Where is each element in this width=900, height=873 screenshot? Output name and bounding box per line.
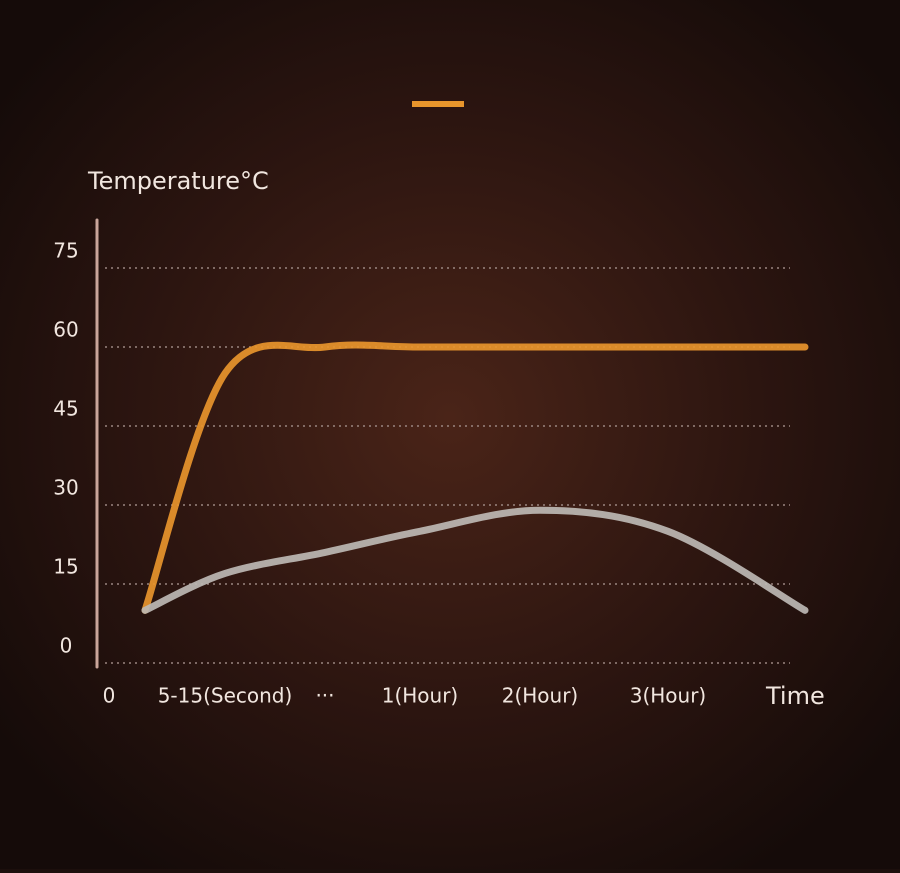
- x-tick-label: 0: [103, 684, 116, 708]
- x-tick-label: 1(Hour): [382, 684, 459, 708]
- x-tick-label: ···: [315, 684, 334, 708]
- y-tick-label: 60: [53, 318, 78, 342]
- y-tick-label: 0: [60, 634, 73, 658]
- y-tick-label: 30: [53, 476, 78, 500]
- series-line: [141, 341, 809, 614]
- y-tick-label: 45: [53, 397, 78, 421]
- x-axis-label: Time: [765, 682, 825, 710]
- x-tick-label: 3(Hour): [630, 684, 707, 708]
- x-tick-label: 2(Hour): [502, 684, 579, 708]
- x-tick-label: 5-15(Second): [158, 684, 293, 708]
- y-tick-label: 15: [53, 555, 78, 579]
- y-tick-label: 75: [53, 239, 78, 263]
- y-axis-label: Temperature°C: [87, 167, 269, 195]
- series-line: [141, 506, 809, 614]
